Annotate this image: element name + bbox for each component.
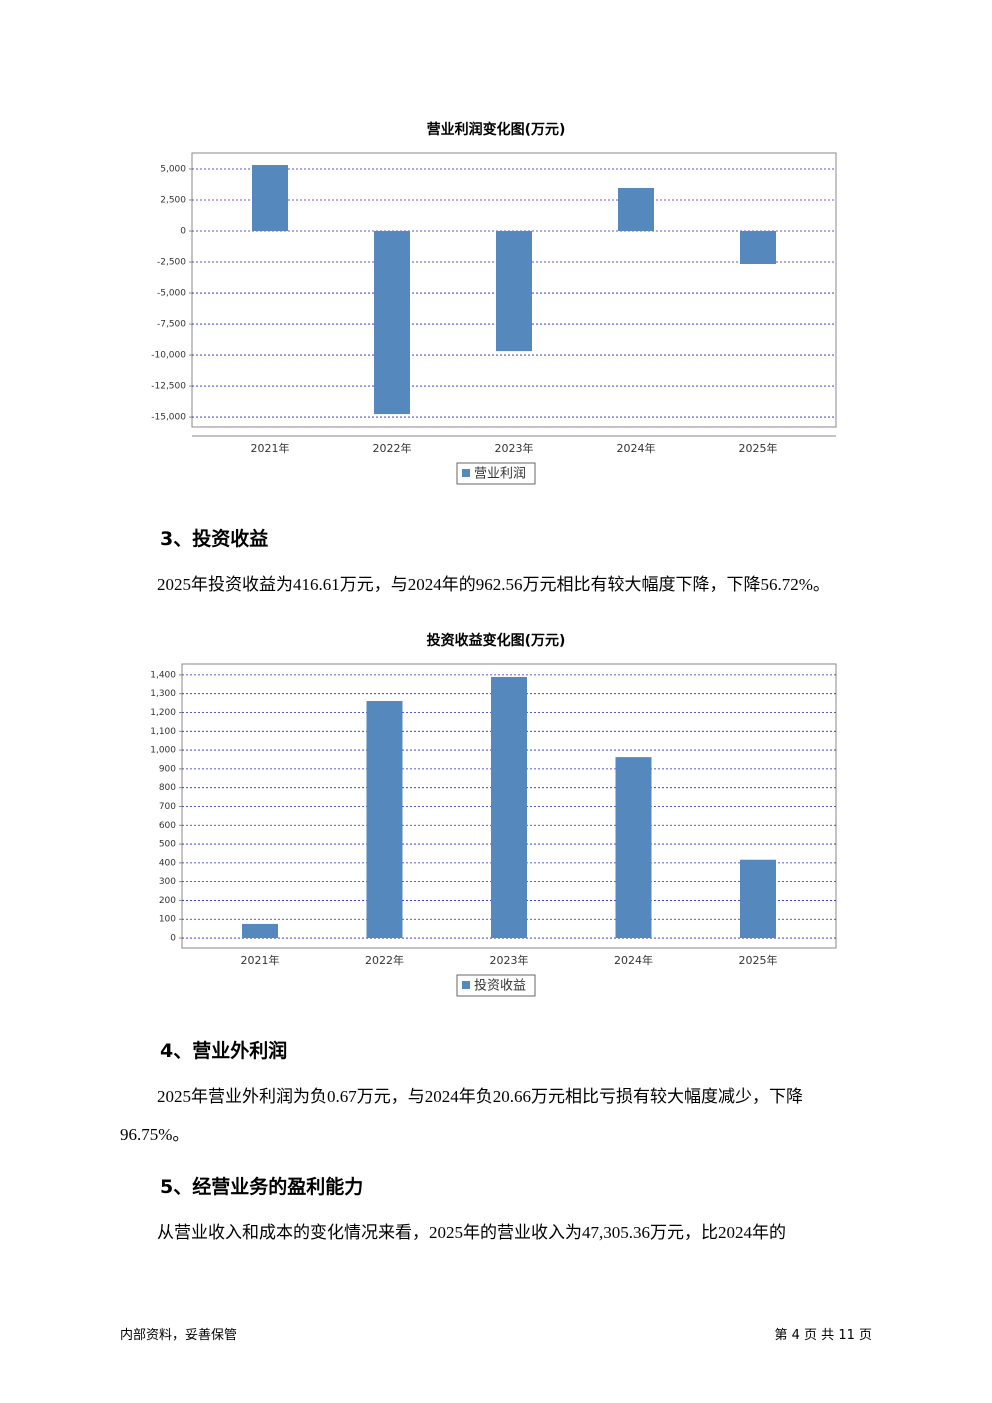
section-heading: 4、营业外利润 [160,1040,288,1062]
x-tick-label: 2022年 [365,953,404,967]
legend-label: 投资收益 [474,978,526,994]
paragraph: 从营业收入和成本的变化情况来看，2025年的营业收入为47,305.36万元，比… [157,1223,786,1242]
y-tick-label: -5,000 [157,289,186,299]
section-heading: 5、经营业务的盈利能力 [160,1176,364,1198]
y-tick-label: 300 [159,877,176,887]
y-tick-label: -15,000 [151,413,186,423]
legend-label: 营业利润 [474,467,526,482]
y-tick-label: 500 [159,840,176,850]
y-tick-label: -7,500 [157,320,186,330]
x-tick-label: 2025年 [739,953,778,967]
bar [252,165,288,232]
y-tick-label: -10,000 [151,351,186,361]
y-tick-label: 0 [180,227,186,237]
y-tick-label: 800 [159,783,176,793]
x-tick-label: 2021年 [251,441,290,455]
bar [615,757,652,939]
bar [740,231,776,265]
legend-swatch [462,469,470,477]
y-tick-label: 1,100 [150,727,176,737]
footer-right: 第 4 页 共 11 页 [774,1328,872,1343]
chart-title: 营业利润变化图(万元) [427,121,566,138]
y-tick-label: 900 [159,764,176,774]
x-tick-label: 2025年 [739,441,778,455]
x-tick-label: 2023年 [490,953,529,967]
x-tick-label: 2024年 [614,953,653,967]
x-tick-label: 2024年 [617,441,656,455]
y-tick-label: 100 [159,915,176,925]
bar [740,859,776,939]
x-tick-label: 2023年 [495,441,534,455]
legend-box [456,974,536,997]
bar [491,676,527,939]
legend-box [456,462,536,485]
chart: 投资收益变化图(万元) 1,400 1,300 1,200 1,100 1,000 900 8… [150,632,837,997]
chart-title: 投资收益变化图(万元) [427,632,566,649]
paragraph: 2025年投资收益为416.61万元，与2024年的962.56万元相比有较大幅… [157,575,830,594]
y-tick-label: 1,200 [150,708,176,718]
y-tick-label: 200 [159,896,176,906]
paragraph: 2025年营业外利润为负0.67万元，与2024年负20.66万元相比亏损有较大… [120,1087,803,1144]
y-tick-label: 400 [159,858,176,868]
section-heading: 3、投资收益 [160,528,269,550]
x-tick-label: 2021年 [241,953,280,967]
footer-left: 内部资料，妥善保管 [120,1328,238,1343]
bar [242,923,278,939]
bar [618,187,654,232]
bar [374,231,410,415]
y-tick-label: 700 [159,802,176,812]
y-tick-label: 1,300 [150,689,176,699]
y-tick-label: 1,400 [150,670,176,680]
chart: 营业利润变化图(万元) 5,000 2,500 0 -2,500 -5,000 -7,500… [151,121,837,485]
bar [496,231,532,352]
y-tick-label: 600 [159,821,176,831]
y-tick-label: 0 [170,934,176,944]
y-tick-label: -2,500 [157,258,186,268]
bar [366,701,403,939]
legend-swatch [462,981,470,989]
y-tick-label: -12,500 [151,382,186,392]
plot-area [191,152,837,428]
y-tick-label: 5,000 [160,165,186,175]
y-tick-label: 2,500 [160,196,186,206]
x-tick-label: 2022年 [373,441,412,455]
y-tick-label: 1,000 [150,746,176,756]
